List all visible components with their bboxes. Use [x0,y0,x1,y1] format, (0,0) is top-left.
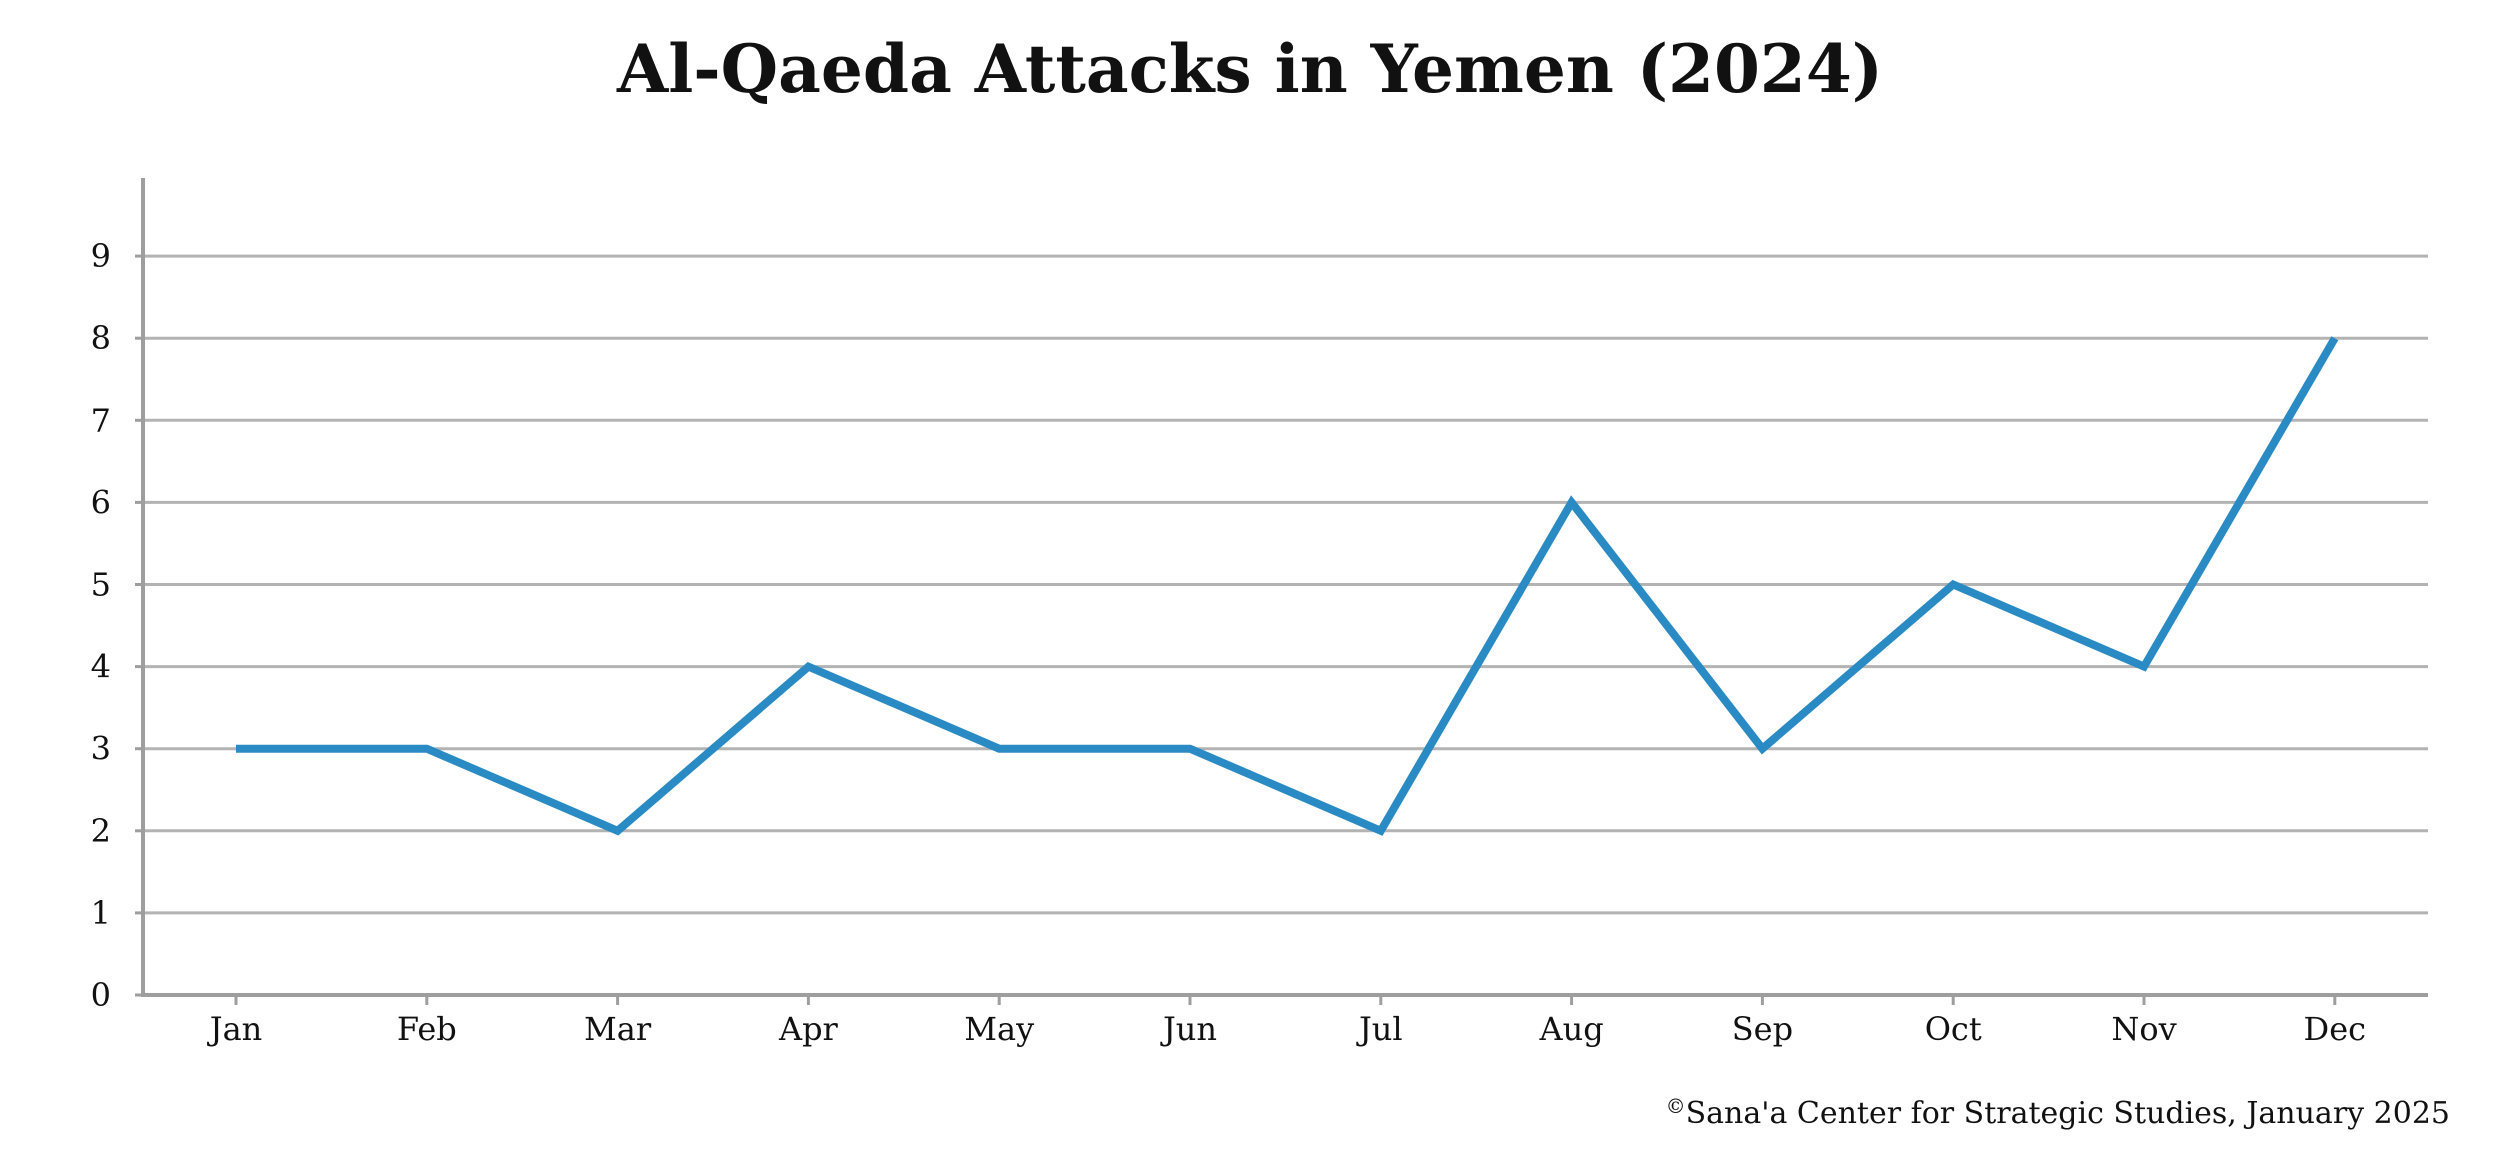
gridlines [143,254,2428,915]
source-note: ©Sana'a Center for Strategic Studies, Ja… [1665,1094,2450,1131]
x-axis-tick-labels: Jan Feb Mar Apr May Jun Jul Aug Sep Oct Nov Dec [207,1010,2366,1048]
x-tick-label: Jun [1160,1010,1217,1048]
x-tick-label: Apr [778,1010,839,1048]
x-tick-label: Feb [397,1010,457,1048]
series-line-0 [236,336,2339,836]
y-tick-label: 2 [91,812,111,850]
y-tick-label: 5 [91,566,111,604]
y-tick-label: 8 [91,319,111,357]
x-tick-label: Nov [2111,1010,2176,1048]
data-series [236,336,2339,836]
y-tick-label: 6 [91,483,111,521]
y-tick-label: 1 [91,894,111,932]
y-tick-label: 9 [91,237,111,275]
x-tick-label: Jul [1356,1010,1403,1048]
source-text: Sana'a Center for Strategic Studies, Jan… [1685,1096,2450,1131]
x-tick-label: Oct [1925,1010,1982,1048]
x-tick-label: Jan [207,1010,263,1048]
y-tick-label: 0 [91,976,111,1014]
copyright-icon: © [1665,1094,1686,1118]
x-tick-label: May [964,1010,1034,1048]
y-tick-label: 4 [91,648,111,686]
y-tick-label: 3 [91,730,111,768]
axes [135,178,2428,1005]
x-tick-label: Mar [584,1010,652,1048]
x-tick-label: Dec [2304,1010,2367,1048]
x-tick-label: Aug [1538,1010,1603,1048]
y-tick-label: 7 [91,401,111,439]
x-tick-label: Sep [1732,1010,1793,1048]
y-axis-tick-labels: 0 1 2 3 4 5 6 7 8 9 [91,237,111,1014]
chart-title: Al-Qaeda Attacks in Yemen (2024) [617,30,1883,108]
